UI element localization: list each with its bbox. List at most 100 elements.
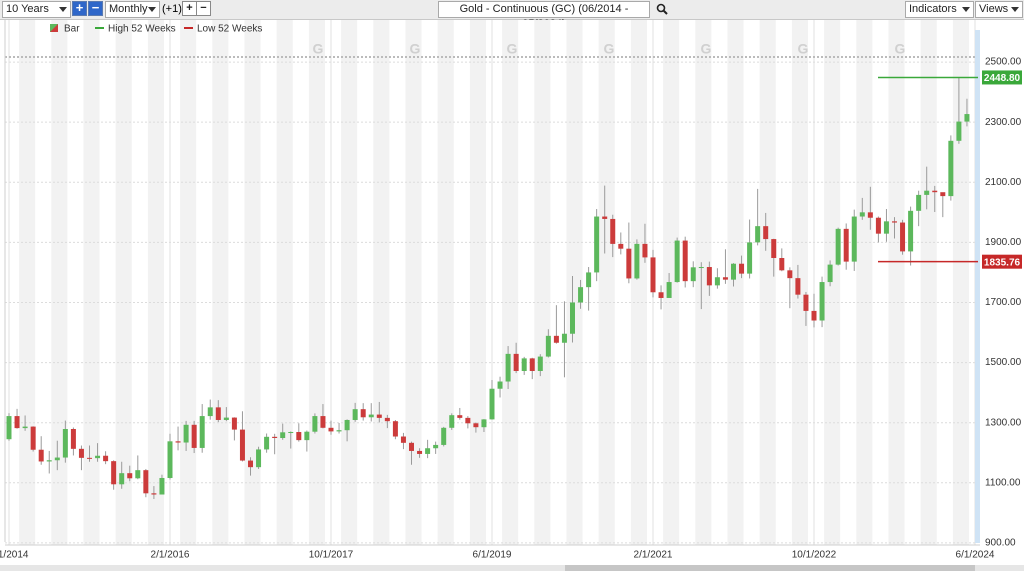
candle-body: [248, 460, 253, 468]
candle-body: [594, 216, 600, 273]
symbol-title[interactable]: Gold - Continuous (GC) (06/2014 - 05/202…: [438, 1, 650, 30]
candle-body: [674, 240, 680, 283]
range-select[interactable]: 10 Years: [2, 1, 71, 18]
zoom-out[interactable]: −: [88, 1, 103, 16]
stripe: [437, 20, 454, 545]
chart: 900.00 1100.00 1300.00 1500.00 1700.00 1900.0…: [0, 20, 1024, 571]
candle-body: [191, 424, 197, 448]
candle-body: [932, 190, 938, 193]
candle-body: [449, 415, 455, 428]
candle-body: [159, 477, 165, 495]
interval-select[interactable]: Monthly: [105, 1, 160, 18]
candle-body: [497, 381, 503, 389]
candle-body: [256, 449, 262, 468]
stripe: [276, 20, 293, 545]
candle-body: [570, 302, 575, 334]
candle-body: [811, 310, 817, 321]
candle-body: [46, 460, 52, 462]
candle-body: [650, 257, 656, 293]
marker: G: [313, 41, 324, 57]
candle-body: [481, 419, 487, 428]
scroll-thumb[interactable]: [565, 565, 975, 571]
candle-body: [22, 426, 28, 429]
candle-body: [763, 226, 769, 240]
search-icon[interactable]: [656, 3, 668, 15]
candle-body: [658, 292, 664, 298]
candle-body: [553, 335, 559, 343]
legend-label: Low 52 Weeks: [197, 24, 262, 35]
candle-body: [513, 353, 519, 372]
candle-body: [312, 416, 318, 432]
candle-body: [618, 243, 624, 249]
candle-body: [755, 226, 761, 243]
candle-body: [473, 423, 479, 428]
candle-body: [561, 333, 567, 343]
zoom-in[interactable]: +: [72, 1, 87, 16]
candle-body: [280, 432, 286, 439]
candle-body: [634, 243, 640, 279]
indicators-menu[interactable]: Indicators: [905, 1, 974, 18]
stripe: [51, 20, 68, 545]
candle-body: [956, 121, 962, 141]
x-tick-label: 6/1/2014: [0, 550, 29, 561]
candle-body: [690, 267, 696, 282]
candle-body: [87, 457, 92, 459]
candle-body: [714, 277, 720, 286]
candle-body: [70, 429, 76, 449]
y-tick-label: 2300.00: [985, 117, 1022, 128]
candle-body: [417, 450, 423, 454]
candle-body: [175, 441, 181, 443]
candle-body: [457, 415, 463, 418]
stripe: [405, 20, 422, 545]
stripe: [244, 20, 261, 545]
candle-body: [288, 432, 294, 434]
stripe: [83, 20, 100, 545]
high-52w-badge: [982, 70, 1022, 85]
offset-minus[interactable]: −: [196, 1, 211, 16]
legend-label: High 52 Weeks: [108, 24, 176, 35]
candle-body: [851, 216, 857, 262]
stripe: [598, 20, 615, 545]
candle-body: [827, 264, 833, 283]
marker: G: [604, 41, 615, 57]
candle-body: [706, 267, 712, 286]
low-52w-badge: [982, 254, 1022, 269]
candle-body: [264, 436, 270, 450]
candle-body: [400, 436, 406, 443]
candle-body: [38, 449, 44, 462]
offset-plus[interactable]: +: [182, 1, 197, 16]
candle-body: [465, 417, 471, 424]
candle-body: [30, 426, 36, 450]
candle-body: [682, 240, 688, 282]
low-52w-label: 1835.76: [984, 257, 1021, 268]
candle-body: [537, 356, 543, 372]
candle-body: [883, 221, 889, 234]
candle-body: [602, 216, 608, 219]
candle-body: [223, 417, 229, 420]
y-tick-label: 1900.00: [985, 237, 1022, 248]
x-tick-label: 6/1/2019: [473, 550, 512, 561]
views-menu[interactable]: Views: [975, 1, 1023, 18]
candle-body: [392, 421, 398, 437]
candle-body: [384, 417, 390, 422]
candle-body: [875, 217, 881, 234]
scrollbar[interactable]: [0, 565, 1024, 571]
x-tick-label: 2/1/2021: [634, 550, 673, 561]
candle-body: [328, 427, 334, 432]
marker: G: [410, 41, 421, 57]
stripe: [373, 20, 390, 545]
marker: G: [895, 41, 906, 57]
candle-body: [771, 239, 777, 259]
stripe: [115, 20, 132, 545]
candle-body: [545, 335, 551, 357]
toolbar: 10 Years + − Monthly (+1) + − Gold - Con…: [0, 0, 1024, 30]
x-tick-label: 10/1/2022: [792, 550, 837, 561]
stripe: [534, 20, 551, 545]
axis-scroll[interactable]: [975, 30, 980, 543]
candle-body: [199, 416, 205, 448]
candle-body: [336, 430, 342, 432]
candle-body: [964, 114, 970, 122]
candle-body: [779, 258, 785, 271]
candle-body: [819, 282, 825, 321]
stripe: [147, 20, 164, 545]
